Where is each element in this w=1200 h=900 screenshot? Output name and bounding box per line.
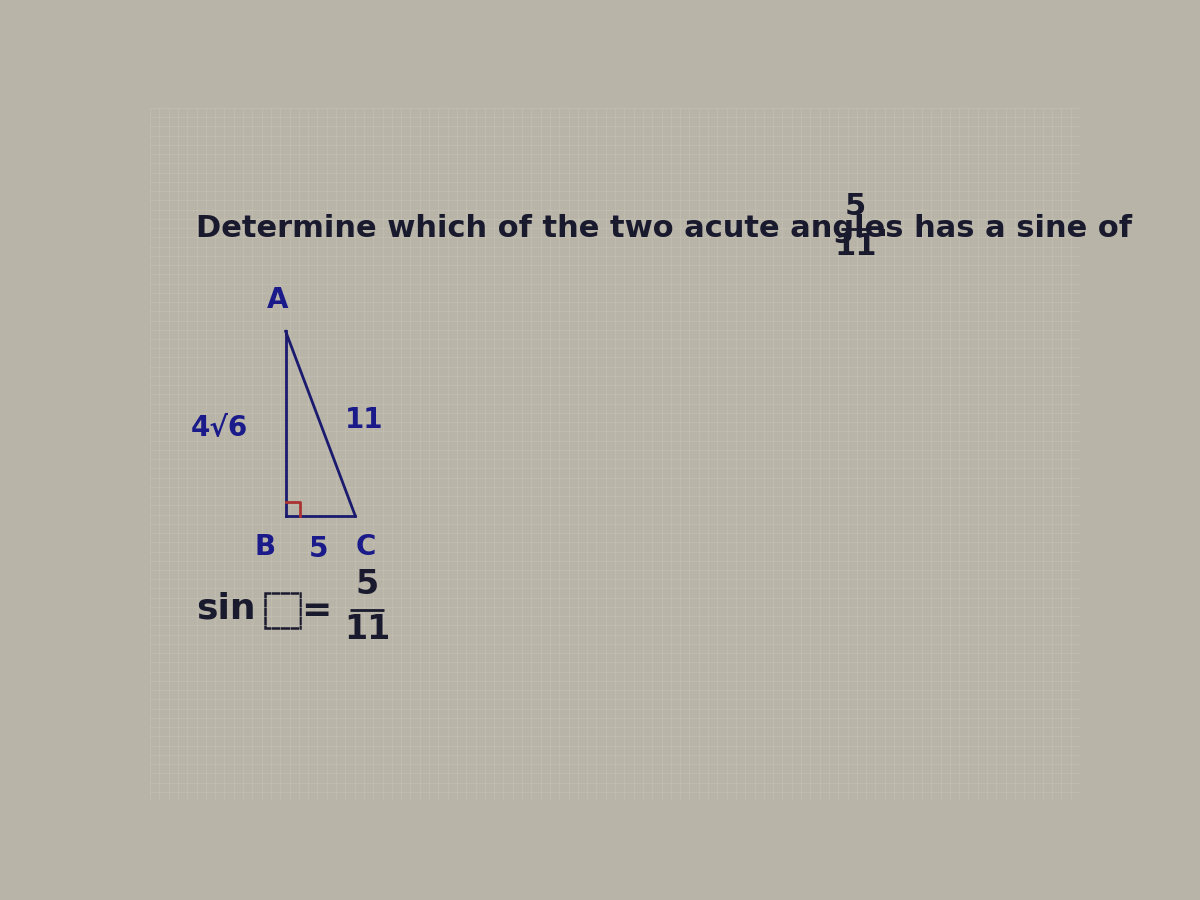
Text: C: C — [355, 533, 376, 561]
Text: 11: 11 — [834, 232, 876, 261]
Text: 5: 5 — [310, 536, 329, 563]
Text: 11: 11 — [346, 406, 384, 434]
Text: sin: sin — [197, 591, 256, 626]
Text: 11: 11 — [344, 613, 390, 646]
Text: B: B — [254, 533, 275, 561]
Bar — [265, 593, 300, 628]
Text: A: A — [268, 286, 289, 314]
Text: Determine which of the two acute angles has a sine of: Determine which of the two acute angles … — [197, 214, 1133, 243]
Text: =: = — [301, 594, 332, 628]
Text: 5: 5 — [845, 193, 866, 221]
Text: 5: 5 — [355, 568, 379, 601]
Text: .: . — [875, 209, 888, 243]
Text: 4√6: 4√6 — [191, 414, 248, 442]
